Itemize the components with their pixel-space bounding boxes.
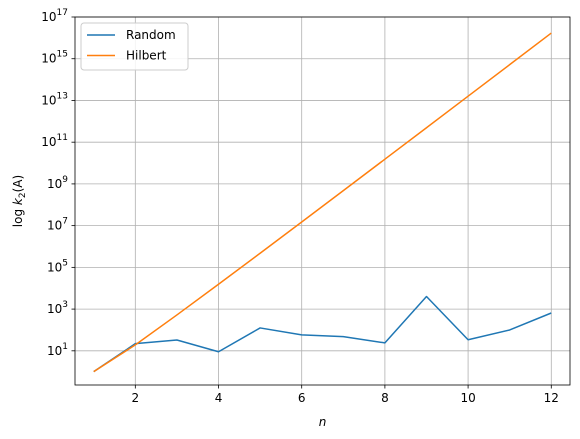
y-tick-exponent: 9 bbox=[62, 175, 68, 185]
y-tick-base: 10 bbox=[41, 135, 56, 149]
x-tick-label: 6 bbox=[298, 391, 306, 405]
series-line-random bbox=[93, 295, 552, 373]
legend: Random Hilbert bbox=[80, 22, 189, 71]
y-tick-base: 10 bbox=[41, 93, 56, 107]
y-tick-label: 1013 bbox=[41, 91, 68, 107]
y-axis-label-suffix: (A) bbox=[11, 175, 25, 193]
x-tick-label: 8 bbox=[381, 391, 389, 405]
y-tick-exponent: 17 bbox=[57, 8, 68, 18]
y-tick-label: 105 bbox=[47, 258, 68, 274]
series-lines bbox=[93, 32, 552, 373]
y-tick-exponent: 7 bbox=[62, 217, 68, 227]
y-tick-exponent: 5 bbox=[62, 258, 68, 268]
x-tick-label: 4 bbox=[215, 391, 223, 405]
y-tick-exponent: 1 bbox=[62, 342, 68, 352]
y-tick-label: 1015 bbox=[41, 50, 68, 66]
y-tick-base: 10 bbox=[47, 344, 62, 358]
y-tick-label: 1011 bbox=[41, 133, 68, 149]
y-tick-label: 101 bbox=[47, 342, 68, 358]
y-tick-base: 10 bbox=[47, 219, 62, 233]
x-axis-ticks: 2 4 6 8 10 12 bbox=[131, 385, 559, 405]
y-tick-label: 1017 bbox=[41, 8, 68, 24]
y-tick-label: 103 bbox=[47, 300, 68, 316]
plot-area bbox=[75, 17, 570, 385]
y-axis-label-prefix: log bbox=[11, 205, 25, 227]
y-tick-label: 107 bbox=[47, 217, 68, 233]
y-axis-label-k: k bbox=[11, 197, 25, 205]
x-axis-label: n bbox=[319, 415, 327, 429]
y-axis-label-sub: 2 bbox=[18, 192, 28, 198]
grid bbox=[75, 16, 570, 385]
y-tick-exponent: 15 bbox=[57, 50, 68, 60]
plot-frame bbox=[74, 16, 571, 386]
y-tick-label: 109 bbox=[47, 175, 68, 191]
y-tick-exponent: 3 bbox=[62, 300, 68, 310]
y-tick-base: 10 bbox=[41, 52, 56, 66]
y-tick-base: 10 bbox=[41, 10, 56, 24]
y-tick-base: 10 bbox=[47, 260, 62, 274]
y-tick-exponent: 13 bbox=[57, 91, 68, 101]
y-tick-base: 10 bbox=[47, 177, 62, 191]
y-tick-base: 10 bbox=[47, 302, 62, 316]
x-tick-label: 10 bbox=[460, 391, 475, 405]
y-tick-exponent: 11 bbox=[57, 133, 68, 143]
x-tick-label: 2 bbox=[131, 391, 139, 405]
legend-label-random: Random bbox=[126, 28, 176, 42]
x-tick-label: 12 bbox=[544, 391, 559, 405]
legend-label-hilbert: Hilbert bbox=[126, 49, 167, 63]
series-line-hilbert bbox=[93, 32, 552, 373]
y-axis-label: log k2(A) bbox=[11, 175, 28, 227]
